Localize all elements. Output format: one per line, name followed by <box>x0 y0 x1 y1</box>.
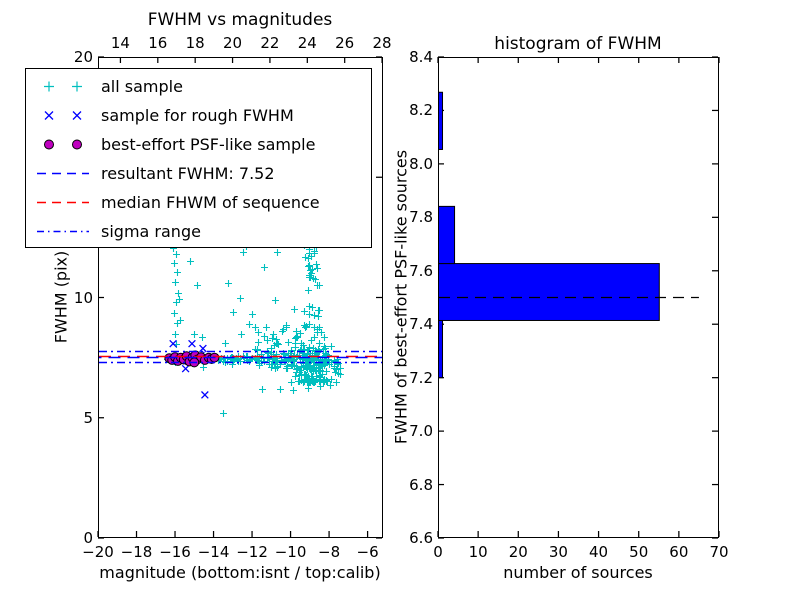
left-plot-title: FWHM vs magnitudes <box>147 10 333 30</box>
legend-label: all sample <box>101 77 183 96</box>
right-plot-y-tick-label: 6.6 <box>409 529 433 547</box>
legend-item: sample for rough FWHM <box>33 101 371 130</box>
right-plot-x-tick-label: 70 <box>709 543 729 561</box>
right-plot-x-tick-label: 40 <box>589 543 609 561</box>
left-plot-x-tick-label: −8 <box>318 543 341 561</box>
right-plot-y-tick-label: 7.8 <box>409 208 433 227</box>
dashed-marker-icon <box>37 201 89 204</box>
left-plot-top-tick-label: 18 <box>185 34 205 52</box>
legend-label: sigma range <box>101 222 201 241</box>
legend: all sample sample for rough FWHM best-effo… <box>25 68 372 248</box>
right-plot-x-tick-label: 50 <box>629 543 649 561</box>
right-plot-x-tick-label: 20 <box>508 543 528 561</box>
right-plot-y-tick-label: 7.0 <box>409 422 433 441</box>
legend-item: median FHWM of sequence <box>33 188 371 217</box>
right-plot-y-tick-label: 7.6 <box>409 261 433 280</box>
left-plot-ylabel: FWHM (pix) <box>51 250 71 344</box>
right-plot-x-tick-label: 10 <box>468 543 488 561</box>
right-plot-x-tick-label: 30 <box>548 543 568 561</box>
legend-label: best-effort PSF-like sample <box>101 135 316 154</box>
left-plot-y-tick-label: 5 <box>83 408 93 427</box>
legend-item: best-effort PSF-like sample <box>33 130 371 159</box>
right-plot-axes <box>438 57 719 538</box>
left-plot-x-tick-label: −6 <box>356 543 379 561</box>
left-plot-top-tick-label: 24 <box>297 34 317 52</box>
x-marker-icon <box>44 111 82 120</box>
dashdot-marker-icon <box>37 230 89 233</box>
right-plot-y-tick-label: 6.8 <box>409 475 433 494</box>
right-plot-y-tick-label: 7.4 <box>409 315 433 334</box>
left-plot-top-tick-label: 28 <box>372 34 392 52</box>
left-plot-x-tick-label: −14 <box>197 543 230 561</box>
left-plot-x-tick-label: −12 <box>236 543 268 561</box>
right-plot-y-tick-label: 8.2 <box>409 101 433 120</box>
left-plot-x-tick-label: −20 <box>82 543 114 561</box>
right-plot-y-tick-label: 8.0 <box>409 154 433 173</box>
legend-item: resultant FWHM: 7.52 <box>33 159 371 188</box>
right-plot-y-tick-label: 8.4 <box>409 48 433 66</box>
left-plot-x-tick-label: −16 <box>159 543 191 561</box>
circle-marker-icon <box>44 139 82 150</box>
right-plot-x-tick-label: 60 <box>669 543 689 561</box>
right-plot-x-tick-label: 0 <box>433 543 443 561</box>
legend-label: median FHWM of sequence <box>101 193 320 212</box>
legend-item: sigma range <box>33 217 371 246</box>
right-plot-y-tick-label: 7.2 <box>409 368 433 387</box>
plus-marker-icon <box>44 81 82 92</box>
left-plot-top-tick-label: 16 <box>148 34 168 52</box>
left-plot-x-tick-label: −18 <box>120 543 153 561</box>
left-plot-y-tick-label: 10 <box>73 288 93 307</box>
left-plot-top-tick-label: 14 <box>110 34 130 52</box>
legend-label: sample for rough FWHM <box>101 106 294 125</box>
dashed-marker-icon <box>37 172 89 175</box>
legend-label: resultant FWHM: 7.52 <box>101 164 275 183</box>
right-plot-title: histogram of FWHM <box>494 34 662 54</box>
left-plot-xlabel: magnitude (bottom:isnt / top:calib) <box>99 563 381 582</box>
left-plot-y-tick-label: 0 <box>83 529 93 547</box>
left-plot-y-tick-label: 20 <box>73 48 93 66</box>
left-plot-x-tick-label: −10 <box>274 543 307 561</box>
right-plot-xlabel: number of sources <box>503 563 653 582</box>
left-plot-top-tick-label: 22 <box>260 34 280 52</box>
right-plot-ylabel: FWHM of best-effort PSF-like sources <box>391 149 411 445</box>
left-plot-top-tick-label: 26 <box>335 34 355 52</box>
left-plot-top-tick-label: 20 <box>223 34 243 52</box>
legend-item: all sample <box>33 72 371 101</box>
